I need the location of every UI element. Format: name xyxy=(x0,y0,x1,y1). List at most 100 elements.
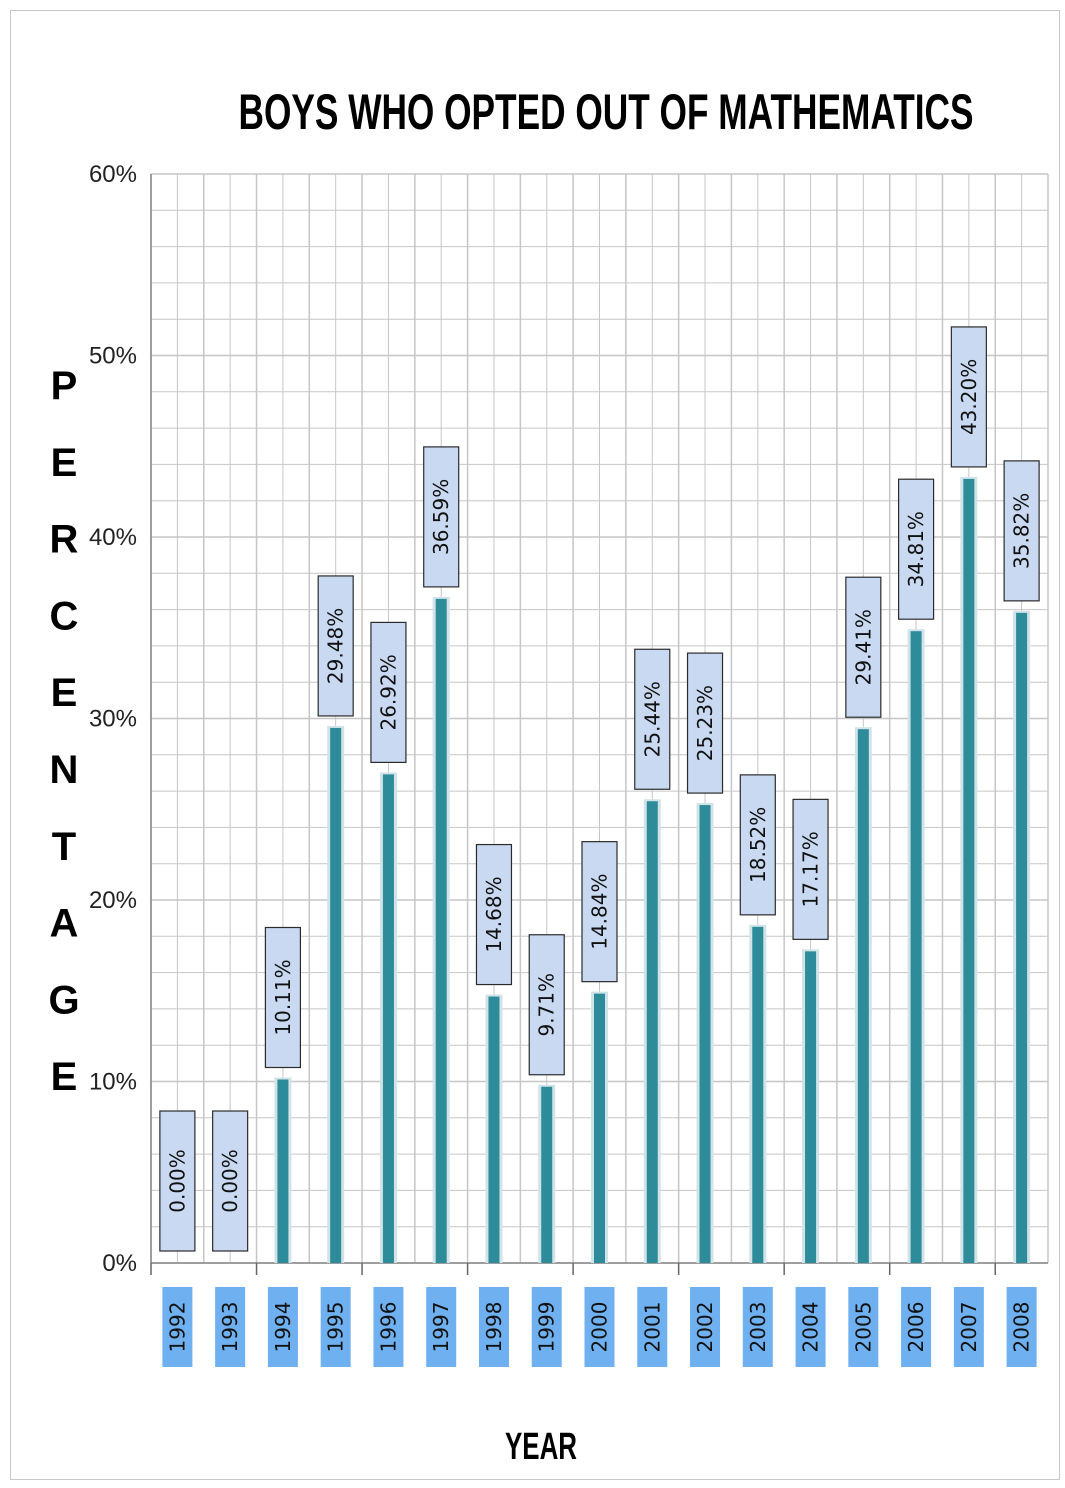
bar xyxy=(646,801,658,1263)
y-tick-label: 60% xyxy=(89,161,137,188)
category-label-text: 1996 xyxy=(376,1302,400,1353)
data-label-box xyxy=(845,576,882,718)
data-label: 34.81% xyxy=(897,478,935,620)
data-label: 0.00% xyxy=(159,1110,196,1252)
category-label-text: 1998 xyxy=(482,1302,506,1353)
y-tick-label: 0% xyxy=(102,1250,137,1277)
category-label-text: 2003 xyxy=(746,1302,770,1353)
category-label-text: 2005 xyxy=(851,1302,875,1353)
data-label-text: 34.81% xyxy=(904,511,928,587)
category-label: 1997 xyxy=(426,1287,457,1367)
data-label: 10.11% xyxy=(264,926,302,1069)
bar-chart: BOYS WHO OPTED OUT OF MATHEMATICS 0% 10% 2… xyxy=(48,84,1049,1468)
category-label-bg xyxy=(373,1287,404,1367)
data-label-box xyxy=(264,926,302,1069)
y-axis-title-letter: R xyxy=(50,518,79,562)
data-label-text: 26.92% xyxy=(376,654,400,730)
category-label-bg xyxy=(1006,1287,1037,1367)
category-label: 1994 xyxy=(267,1287,298,1367)
bar xyxy=(910,631,922,1263)
category-label-bg xyxy=(531,1287,562,1367)
category-label-text: 2008 xyxy=(1010,1302,1034,1353)
data-label-box xyxy=(159,1110,196,1252)
category-label-bg xyxy=(953,1287,984,1367)
data-label-box xyxy=(1003,460,1040,602)
data-label-text: 25.23% xyxy=(693,685,717,761)
category-labels: 1992 1993 1994 1995 1996 1997 1998 1999 2000 2001… xyxy=(162,1287,1037,1367)
y-axis-title-letter: P xyxy=(51,364,78,408)
category-label-bg xyxy=(267,1287,298,1367)
data-label-text: 0.00% xyxy=(165,1149,189,1213)
category-label: 2001 xyxy=(637,1287,668,1367)
category-label-text: 2000 xyxy=(588,1302,612,1353)
data-label: 29.41% xyxy=(845,576,882,718)
data-label-box xyxy=(792,798,829,940)
bar xyxy=(330,727,342,1263)
chart-frame: BOYS WHO OPTED OUT OF MATHEMATICS 0% 10% 2… xyxy=(10,10,1060,1480)
data-label-text: 35.82% xyxy=(1010,493,1034,569)
y-axis-title-letter: N xyxy=(50,748,79,792)
data-label: 0.00% xyxy=(212,1110,249,1252)
data-label-box xyxy=(475,843,513,986)
category-label-bg xyxy=(795,1287,826,1367)
category-label: 2003 xyxy=(742,1287,773,1367)
category-label: 1993 xyxy=(215,1287,246,1367)
bar xyxy=(1016,612,1028,1263)
category-label-text: 2006 xyxy=(904,1302,928,1353)
data-label-text: 17.17% xyxy=(799,831,823,907)
data-label-box xyxy=(581,841,618,983)
data-label-text: 29.41% xyxy=(851,609,875,685)
data-label-text: 10.11% xyxy=(271,959,295,1035)
bar xyxy=(805,951,817,1263)
y-axis-title-letter: A xyxy=(50,902,79,946)
data-label-box xyxy=(950,326,987,468)
y-axis-title-letter: T xyxy=(52,825,76,869)
category-label-text: 2002 xyxy=(693,1302,717,1353)
category-label-bg xyxy=(637,1287,668,1367)
bar xyxy=(382,774,394,1263)
data-label: 43.20% xyxy=(950,326,987,468)
category-label-bg xyxy=(320,1287,351,1367)
data-label: 26.92% xyxy=(370,621,407,764)
data-label: 18.52% xyxy=(739,774,776,916)
data-label-text: 14.68% xyxy=(482,876,506,952)
y-axis-title-letter: E xyxy=(51,441,78,485)
x-axis-title: YEAR xyxy=(505,1426,577,1468)
category-label-bg xyxy=(742,1287,773,1367)
bar xyxy=(488,996,500,1263)
bar xyxy=(963,478,975,1263)
category-label-bg xyxy=(690,1287,721,1367)
category-label: 2000 xyxy=(584,1287,615,1367)
data-labels: 0.00% 0.00% 10.11% 29.48% 26.92% 36.59% 14.68%… xyxy=(159,326,1040,1252)
data-label-text: 14.84% xyxy=(588,874,612,950)
data-label-box xyxy=(528,934,565,1076)
data-label: 14.84% xyxy=(581,841,618,983)
bar xyxy=(277,1079,289,1263)
data-label-box xyxy=(897,478,935,620)
data-label-text: 0.00% xyxy=(218,1149,242,1213)
y-tick-label: 10% xyxy=(89,1069,137,1096)
y-tick-label: 30% xyxy=(89,706,137,733)
category-label-text: 2007 xyxy=(957,1302,981,1353)
data-label: 36.59% xyxy=(423,446,460,588)
y-axis-title-letter: E xyxy=(51,671,78,715)
category-label-bg xyxy=(848,1287,879,1367)
y-tick-label: 50% xyxy=(89,343,137,370)
data-label-text: 36.59% xyxy=(429,479,453,555)
data-label-box xyxy=(739,774,776,916)
bar xyxy=(699,805,711,1263)
y-axis-title-letter: G xyxy=(48,978,79,1022)
data-label-text: 43.20% xyxy=(957,359,981,435)
category-label: 2004 xyxy=(795,1287,826,1367)
category-label: 2006 xyxy=(901,1287,932,1367)
category-label: 2007 xyxy=(953,1287,984,1367)
category-label-text: 2004 xyxy=(799,1302,823,1353)
category-label-text: 1994 xyxy=(271,1302,295,1353)
data-label: 25.23% xyxy=(686,652,724,794)
bar xyxy=(435,598,447,1263)
category-label: 1999 xyxy=(531,1287,562,1367)
data-label-box xyxy=(370,621,407,764)
bars xyxy=(274,476,1031,1263)
bar xyxy=(594,993,605,1263)
